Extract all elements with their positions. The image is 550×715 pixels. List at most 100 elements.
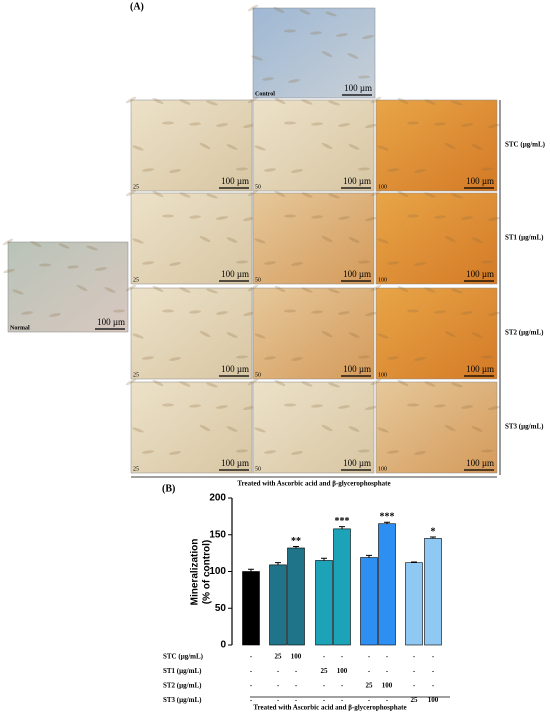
cell-texture — [434, 404, 446, 408]
cell-texture — [179, 192, 191, 198]
cell-texture — [226, 332, 238, 338]
error-bar — [430, 536, 436, 539]
error-bar — [366, 554, 372, 558]
micrograph — [252, 287, 375, 380]
cell-texture — [377, 238, 389, 244]
cell-texture — [243, 312, 255, 316]
cell-texture — [254, 238, 266, 244]
cell-texture — [152, 191, 164, 197]
cell-texture — [338, 123, 350, 127]
cell-texture — [199, 424, 211, 432]
image-label: 100 — [378, 184, 387, 190]
cell-texture — [162, 214, 174, 218]
caption: Treated with Ascorbic acid and β-glycero… — [237, 480, 390, 488]
significance: * — [431, 526, 436, 537]
y-tick-label: 50 — [215, 603, 227, 614]
cell-texture — [444, 142, 456, 150]
row-label: ST1 (µg/mL) — [505, 234, 544, 242]
cell-texture — [247, 189, 259, 197]
scale-label: 100 µm — [343, 176, 371, 186]
cell-texture — [321, 424, 333, 432]
table-cell: - — [386, 667, 389, 675]
y-tick-label: 200 — [209, 493, 226, 504]
cell-texture — [481, 449, 493, 453]
cell-texture — [284, 214, 296, 218]
cell-texture — [206, 382, 218, 388]
cell-texture — [273, 7, 285, 13]
table-cell: - — [277, 696, 280, 704]
cell-texture — [132, 333, 144, 339]
cell-texture — [284, 309, 296, 313]
cell-texture — [471, 332, 483, 338]
cell-texture — [338, 216, 350, 220]
table-cell: 100 — [428, 696, 439, 704]
cell-texture — [387, 356, 399, 360]
error-bar — [384, 521, 390, 524]
cell-texture — [481, 355, 493, 359]
cell-texture — [284, 29, 296, 33]
error-bar — [411, 561, 417, 563]
scale-label: 100 µm — [343, 269, 371, 279]
y-tick-label: 0 — [220, 640, 226, 651]
table-cell: 100 — [337, 667, 348, 675]
cell-texture — [284, 121, 296, 125]
cell-texture — [274, 191, 286, 197]
cell-texture — [247, 96, 259, 104]
table-cell: - — [368, 653, 371, 661]
cell-texture — [216, 216, 228, 220]
cell-texture — [451, 100, 463, 106]
cell-texture — [254, 145, 266, 151]
panel-label: (A) — [130, 1, 144, 12]
micrograph — [252, 99, 375, 192]
cell-texture — [444, 424, 456, 432]
cell-texture — [169, 357, 181, 361]
bar — [360, 557, 378, 646]
significance: *** — [380, 512, 395, 523]
cell-texture — [434, 122, 446, 126]
cell-texture — [451, 193, 463, 199]
bar — [269, 564, 287, 646]
table-cell: - — [250, 696, 253, 704]
cell-texture — [451, 382, 463, 388]
scale-label: 100 µm — [221, 364, 249, 374]
cell-texture — [247, 284, 259, 292]
cell-texture — [348, 426, 360, 432]
table-cell: - — [341, 696, 344, 704]
cell-texture — [125, 96, 137, 104]
scale-label: 100 µm — [97, 317, 125, 327]
cell-texture — [113, 309, 125, 313]
cell-texture — [247, 378, 259, 386]
cell-texture — [264, 168, 276, 172]
cell-texture — [311, 122, 323, 126]
cell-texture — [169, 169, 181, 173]
cell-texture — [377, 333, 389, 339]
cell-texture — [288, 79, 300, 83]
cell-texture — [488, 217, 500, 221]
cell-texture — [162, 121, 174, 125]
cell-texture — [358, 75, 370, 79]
cell-texture — [488, 124, 500, 128]
cell-texture — [284, 403, 296, 407]
y-axis-title: (% of control) — [202, 540, 213, 604]
cell-texture — [58, 243, 70, 249]
image-label: 50 — [255, 466, 261, 472]
micrograph — [375, 381, 498, 474]
table-cell: - — [323, 682, 326, 690]
micrograph — [130, 287, 253, 380]
cell-texture — [216, 123, 228, 127]
cell-texture — [243, 406, 255, 410]
cell-texture — [471, 237, 483, 243]
cell-texture — [328, 288, 340, 294]
cell-texture — [321, 330, 333, 338]
cell-texture — [338, 311, 350, 315]
table-row-label: ST1 (µg/mL) — [163, 667, 202, 675]
cell-texture — [481, 260, 493, 264]
cell-texture — [264, 356, 276, 360]
image-label: 25 — [133, 184, 139, 190]
cell-texture — [162, 309, 174, 313]
cell-texture — [216, 311, 228, 315]
cell-texture — [358, 449, 370, 453]
error-bar — [275, 562, 281, 565]
cell-texture — [348, 144, 360, 150]
